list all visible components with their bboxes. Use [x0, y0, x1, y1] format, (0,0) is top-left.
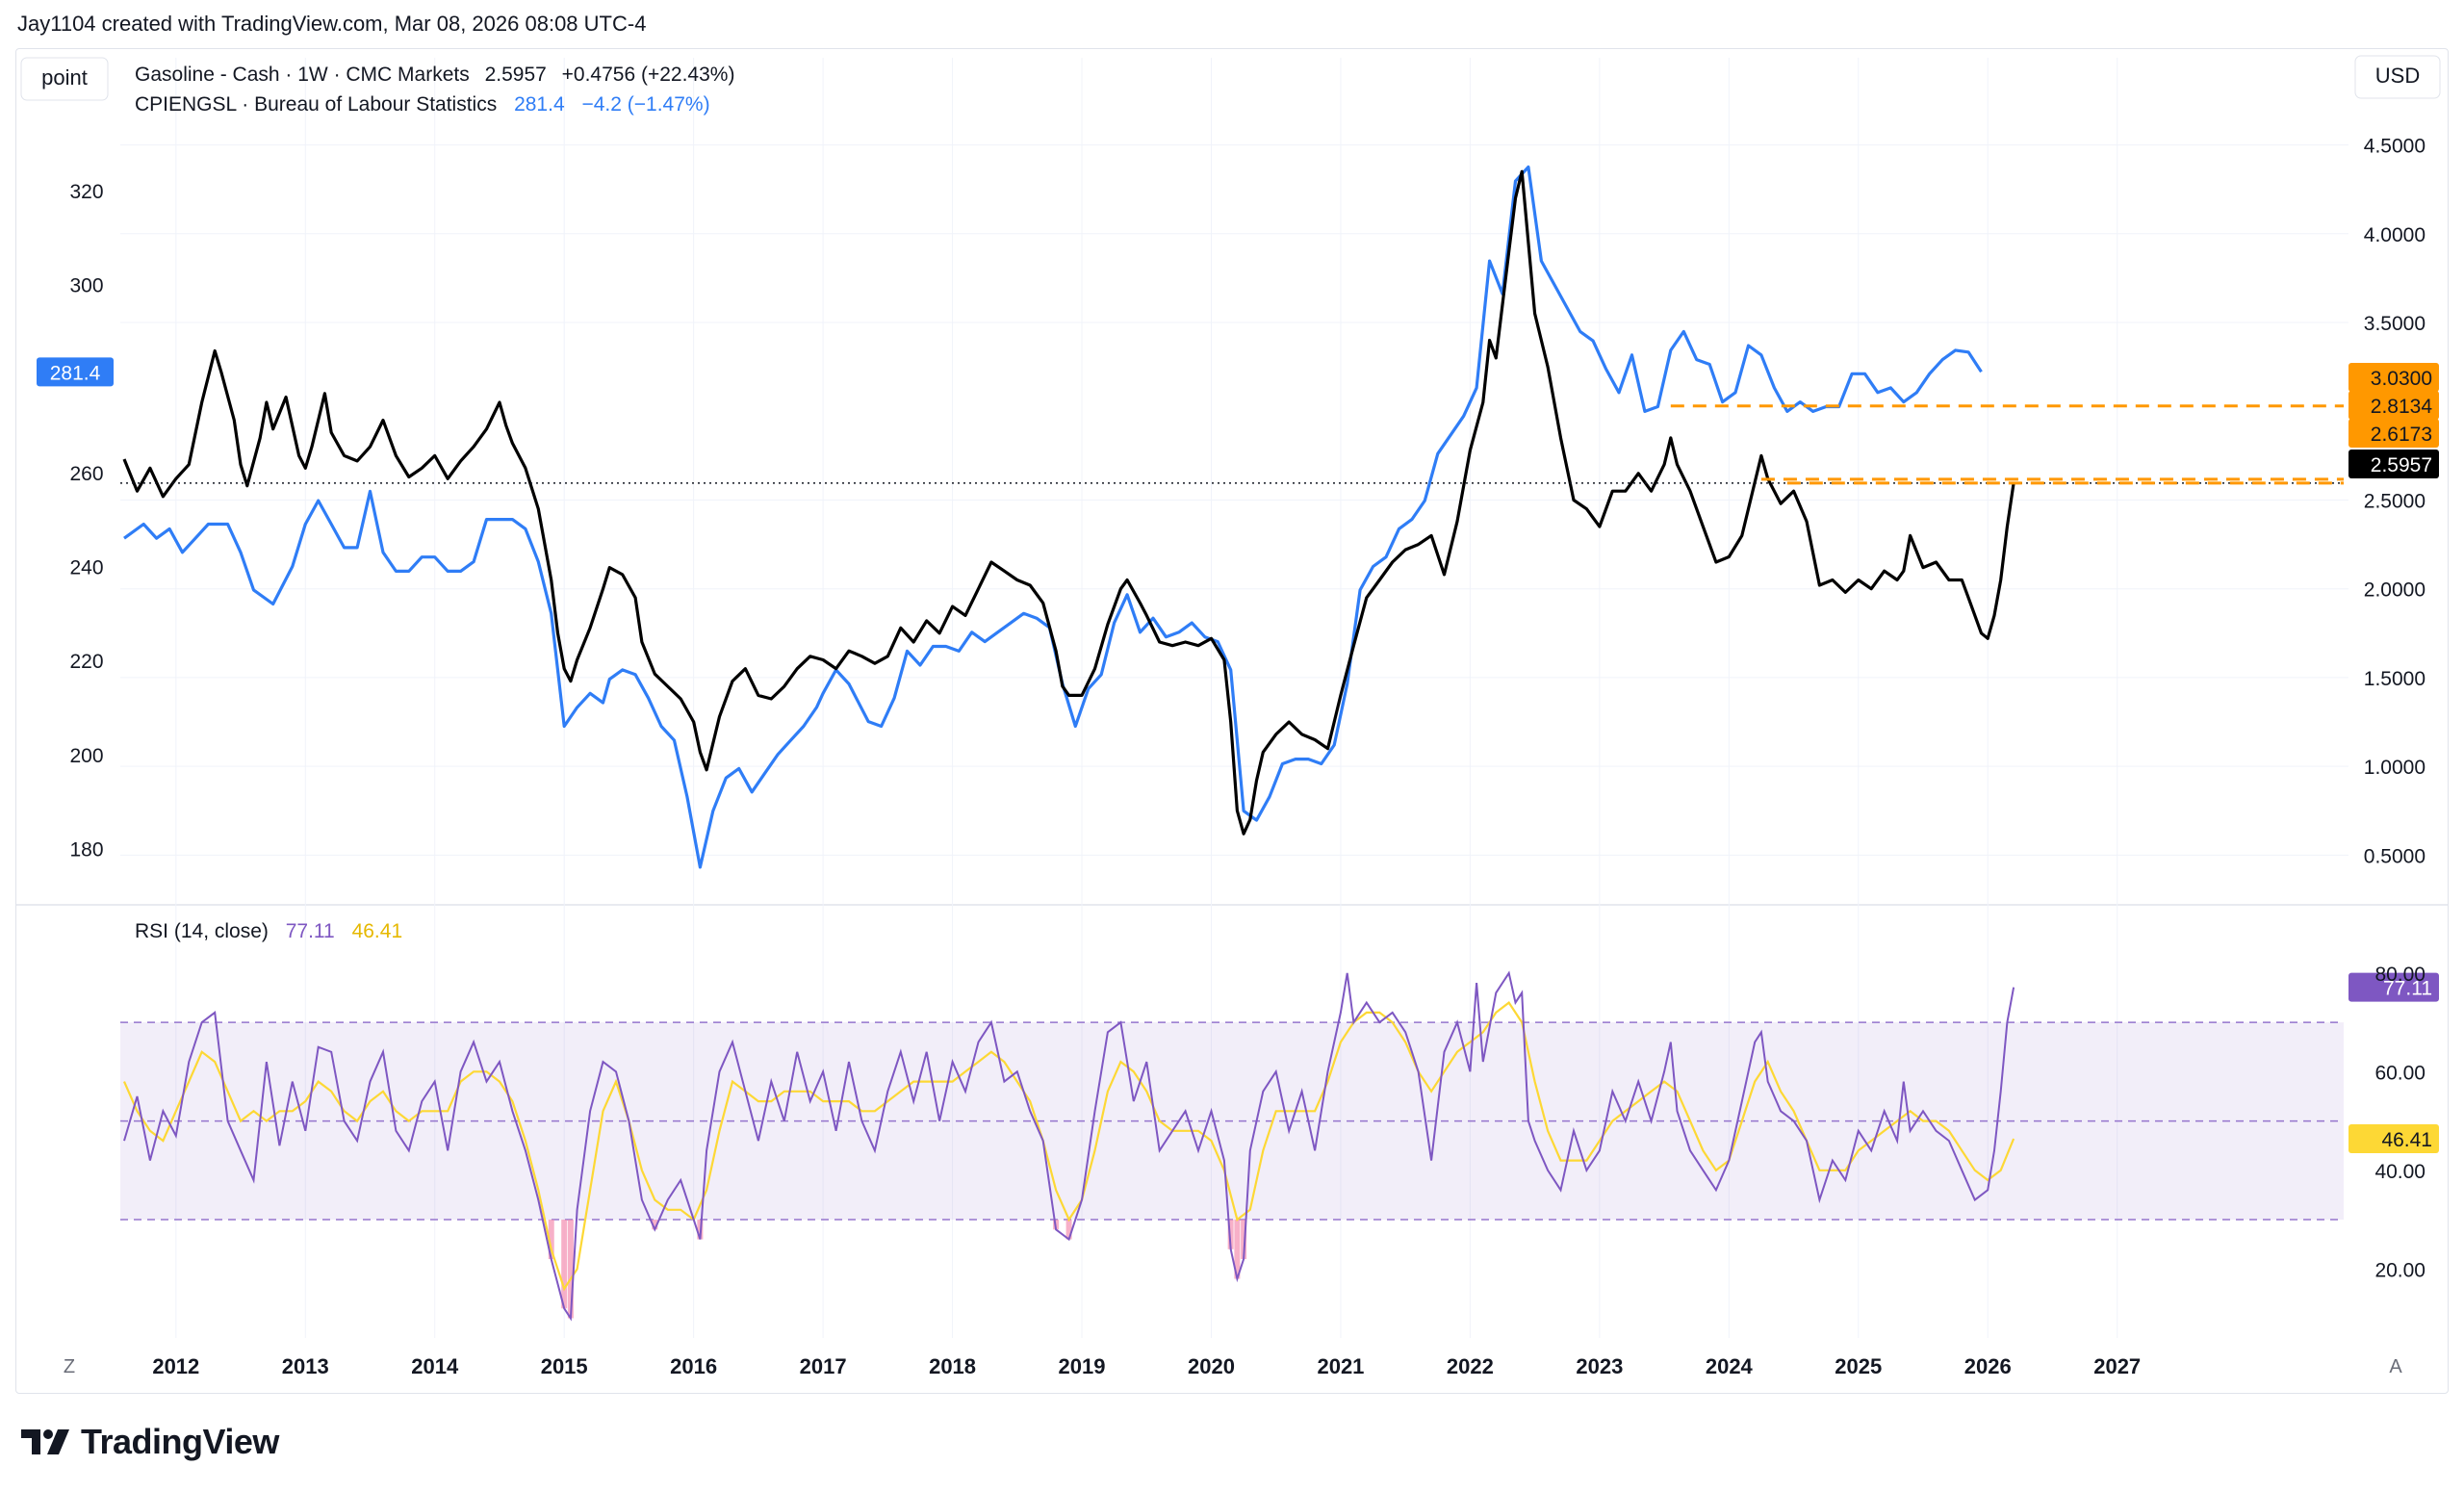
x-tick-label: 2025	[1835, 1354, 1882, 1378]
right-axis-tick: 2.5000	[2364, 490, 2426, 512]
right-axis-tick: 3.5000	[2364, 313, 2426, 335]
currency-box[interactable]	[2354, 55, 2441, 99]
price-label-badge[interactable]	[2348, 363, 2439, 392]
currency-label: USD	[2375, 64, 2420, 88]
right-axis-tick: 1.5000	[2364, 668, 2426, 690]
left-axis-tick: 300	[69, 275, 103, 297]
rsi-value-badge-text: 77.11	[2383, 978, 2432, 1000]
legend-cpi-change: −4.2 (−1.47%)	[581, 93, 709, 116]
right-axis-tick: 2.0000	[2364, 579, 2426, 602]
rsi-ma-line[interactable]	[122, 1001, 2015, 1292]
tradingview-brand[interactable]: TradingView	[21, 1422, 279, 1461]
tradingview-brand-name: TradingView	[81, 1422, 279, 1461]
x-tick-label: 2016	[670, 1354, 717, 1378]
gasoline-line[interactable]	[122, 169, 2015, 836]
last-price-badge[interactable]	[2348, 450, 2439, 478]
x-tick-label: 2018	[929, 1354, 976, 1378]
legend-cpi[interactable]: CPIENGSL · Bureau of Labour Statistics 2…	[135, 93, 710, 116]
right-axis-tick: 4.5000	[2364, 136, 2426, 158]
legend-cpi-title: CPIENGSL · Bureau of Labour Statistics	[135, 93, 497, 116]
rsi-ma-badge-text: 46.41	[2381, 1129, 2432, 1151]
left-axis-tick: 180	[69, 838, 103, 861]
right-axis-tick: 1.0000	[2364, 757, 2426, 779]
left-scale-box[interactable]	[20, 57, 109, 101]
legend-gasoline-title: Gasoline - Cash · 1W · CMC Markets	[135, 64, 470, 86]
cpi-last-badge-text: 281.4	[50, 362, 101, 384]
legend-rsi[interactable]: RSI (14, close) 77.11 46.41	[135, 920, 402, 942]
price-label-badge[interactable]	[2348, 391, 2439, 420]
x-tick-label: 2017	[800, 1354, 847, 1378]
right-axis-tick: 0.5000	[2364, 845, 2426, 867]
price-label-text: 2.8134	[2371, 396, 2433, 418]
auto-scale-corner-icon[interactable]: A	[2389, 1356, 2402, 1377]
x-tick-label: 2026	[1964, 1354, 2012, 1378]
chart-frame	[15, 48, 2449, 1394]
left-axis-tick: 260	[69, 463, 103, 485]
rsi-value-badge[interactable]	[2348, 972, 2439, 1002]
x-tick-label: 2022	[1447, 1354, 1494, 1378]
rsi-axis-tick: 60.00	[2374, 1062, 2426, 1084]
x-tick-label: 2023	[1576, 1354, 1623, 1378]
price-label-text: 3.0300	[2371, 368, 2432, 390]
rsi-axis-tick: 40.00	[2374, 1161, 2426, 1183]
legend-cpi-last: 281.4	[514, 93, 565, 116]
left-axis-tick: 220	[69, 651, 103, 673]
legend-gasoline[interactable]: Gasoline - Cash · 1W · CMC Markets 2.595…	[135, 64, 734, 86]
cpi-line[interactable]	[123, 165, 1983, 869]
legend-rsi-title: RSI (14, close)	[135, 920, 269, 942]
price-label-text: 2.6173	[2371, 424, 2432, 446]
x-tick-label: 2013	[282, 1354, 329, 1378]
x-tick-label: 2021	[1317, 1354, 1364, 1378]
right-axis-tick: 4.0000	[2364, 224, 2426, 246]
price-label-badge[interactable]	[2348, 419, 2439, 448]
rsi-axis-tick: 20.00	[2374, 1259, 2426, 1281]
tradingview-logo-icon	[21, 1429, 69, 1454]
x-tick-label: 2015	[541, 1354, 588, 1378]
legend-gasoline-change: +0.4756 (+22.43%)	[562, 64, 735, 86]
rsi-line[interactable]	[123, 970, 2015, 1322]
left-scale-label: point	[41, 65, 88, 90]
left-axis-tick: 200	[69, 745, 103, 767]
timezone-corner-icon[interactable]: Z	[64, 1356, 75, 1377]
legend-rsi-value: 77.11	[286, 920, 335, 942]
left-axis-tick: 320	[69, 181, 103, 203]
x-tick-label: 2014	[411, 1354, 459, 1378]
left-axis-tick: 240	[69, 556, 103, 579]
legend-gasoline-last: 2.5957	[485, 64, 547, 86]
x-tick-label: 2027	[2093, 1354, 2141, 1378]
cpi-last-badge[interactable]	[37, 357, 114, 387]
x-tick-label: 2020	[1188, 1354, 1235, 1378]
x-tick-label: 2019	[1059, 1354, 1106, 1378]
x-tick-label: 2012	[152, 1354, 199, 1378]
x-tick-label: 2024	[1706, 1354, 1754, 1378]
attribution-text: Jay1104 created with TradingView.com, Ma…	[17, 12, 647, 36]
rsi-axis-tick: 80.00	[2374, 964, 2426, 986]
rsi-ma-badge[interactable]	[2348, 1123, 2439, 1153]
legend-rsi-ma: 46.41	[352, 920, 403, 942]
price-label-text: 2.5957	[2371, 454, 2432, 476]
